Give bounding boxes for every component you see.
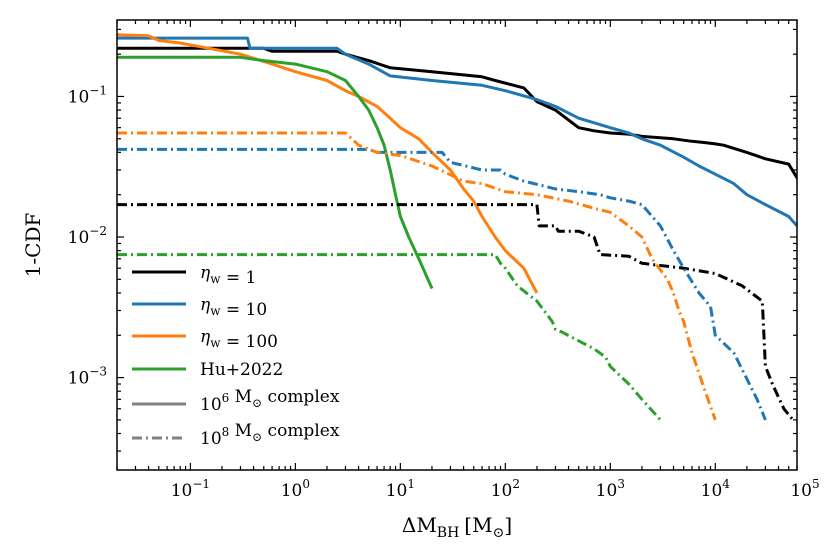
legend-item-2: ηw = 10: [132, 295, 267, 320]
series-line-4: [117, 55, 434, 290]
legend: ηw = 1 ηw = 10 ηw = 100 Hu+2022 106 M⊙ compl…: [132, 263, 340, 449]
y-axis-label: 1-CDF: [21, 213, 45, 278]
x-axis-label: ΔMBH [M⊙]: [402, 513, 512, 541]
plot-frame: [116, 19, 798, 471]
y-tick-label: 10−1: [68, 83, 107, 107]
series-line-3: [117, 33, 539, 294]
series-line-6: [117, 147, 767, 421]
legend-label: Hu+2022: [200, 360, 283, 380]
legend-item-3: ηw = 100: [132, 327, 278, 352]
x-tick-label: 105: [790, 477, 819, 501]
x-tick-label: 102: [491, 477, 520, 501]
legend-label: ηw = 1: [200, 263, 256, 288]
series-line-2: [117, 36, 797, 227]
tick-layer: 10−1 100 101 102 103 104 105 10−1 10−2 10−3: [68, 20, 820, 501]
x-tick-label: 100: [281, 477, 310, 501]
legend-item-4: Hu+2022: [132, 360, 283, 380]
series-line-1: [117, 46, 797, 181]
x-tick-label: 101: [386, 477, 415, 501]
legend-item-6: 108 M⊙ complex: [132, 421, 340, 449]
legend-item-5: 106 M⊙ complex: [132, 387, 340, 415]
legend-label: 108 M⊙ complex: [200, 421, 340, 449]
legend-item-1: ηw = 1: [132, 263, 256, 288]
x-tick-label: 104: [701, 477, 731, 501]
series-layer: [117, 33, 797, 421]
y-tick-label: 10−3: [68, 365, 107, 389]
legend-label: ηw = 100: [200, 327, 278, 352]
y-tick-label: 10−2: [68, 224, 107, 248]
x-tick-label: 10−1: [171, 477, 210, 501]
series-line-7: [117, 131, 717, 421]
series-line-8: [117, 253, 662, 421]
series-line-5: [117, 203, 795, 421]
legend-label: ηw = 10: [200, 295, 267, 320]
x-tick-label: 103: [596, 477, 625, 501]
legend-label: 106 M⊙ complex: [200, 387, 340, 415]
